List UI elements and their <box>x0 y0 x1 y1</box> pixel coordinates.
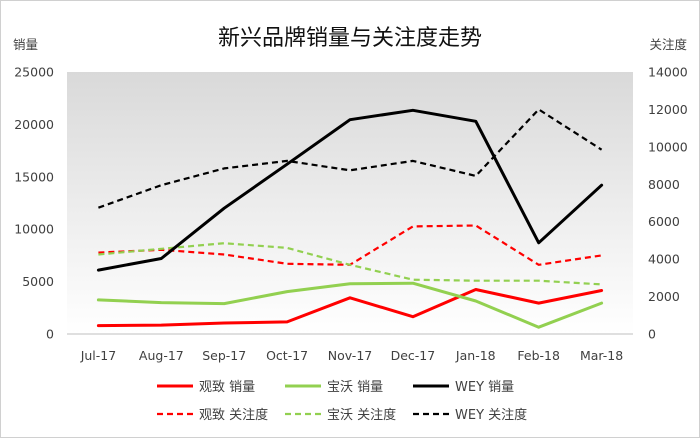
right-tick-label: 14000 <box>648 65 688 80</box>
right-tick-label: 0 <box>648 327 656 342</box>
legend-label: 观致 销量 <box>199 380 255 395</box>
right-axis-title: 关注度 <box>649 37 687 52</box>
series-line-4 <box>98 242 602 286</box>
left-axis-ticks: 0 5000 10000 15000 20000 25000 <box>14 65 54 342</box>
right-axis-ticks: 0 2000 4000 6000 8000 10000 12000 14000 <box>648 65 688 342</box>
chart-title: 新兴品牌销量与关注度走势 <box>218 26 482 51</box>
right-tick-label: 4000 <box>648 252 680 267</box>
series-line-2 <box>96 108 604 272</box>
x-tick-label: Jan-18 <box>455 348 496 363</box>
legend-label: 观致 关注度 <box>199 407 268 423</box>
x-tick-label: Aug-17 <box>139 348 184 363</box>
x-tick-label: Dec-17 <box>391 348 436 363</box>
left-tick-label: 20000 <box>14 117 54 132</box>
legend-label: 宝沃 销量 <box>327 380 383 395</box>
series-layer <box>96 108 604 329</box>
left-tick-label: 5000 <box>22 274 54 289</box>
left-tick-label: 25000 <box>14 65 54 80</box>
plot-area <box>67 72 633 334</box>
right-tick-label: 2000 <box>648 289 680 304</box>
x-tick-label: Jul-17 <box>80 348 117 363</box>
x-tick-label: Sep-17 <box>202 348 246 363</box>
x-tick-label: Mar-18 <box>580 348 623 363</box>
left-tick-label: 15000 <box>14 169 54 184</box>
legend-label: WEY 销量 <box>455 380 514 395</box>
left-axis-title: 销量 <box>13 37 38 52</box>
legend-label: 宝沃 关注度 <box>327 407 396 423</box>
x-axis-ticks: Jul-17 Aug-17 Sep-17 Oct-17 Nov-17 Dec-17 Jan-… <box>80 348 624 363</box>
x-tick-label: Feb-18 <box>517 348 560 363</box>
right-tick-label: 12000 <box>648 102 688 117</box>
series-line-0 <box>96 288 604 328</box>
left-tick-label: 0 <box>46 327 54 342</box>
series-line-1 <box>96 281 604 329</box>
legend-label: WEY 关注度 <box>455 407 527 423</box>
right-tick-label: 10000 <box>648 139 688 154</box>
right-tick-label: 6000 <box>648 214 680 229</box>
left-tick-label: 10000 <box>14 222 54 237</box>
x-tick-label: Nov-17 <box>328 348 372 363</box>
x-tick-label: Oct-17 <box>266 348 308 363</box>
right-tick-label: 8000 <box>648 177 680 192</box>
